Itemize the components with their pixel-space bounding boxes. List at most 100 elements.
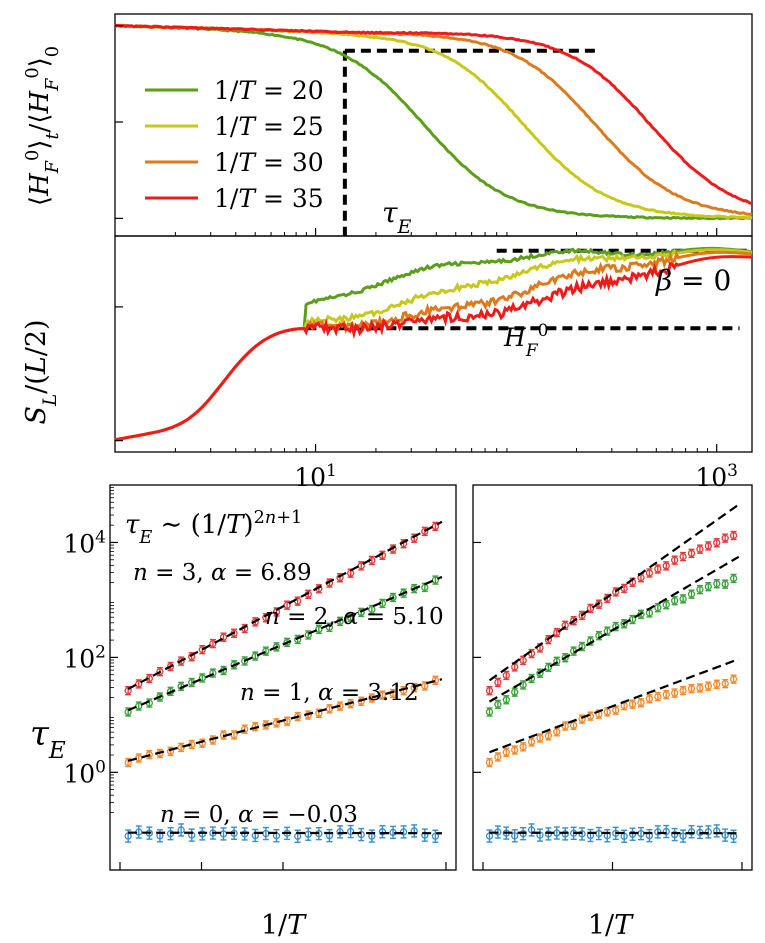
data-point [527, 738, 536, 746]
data-point [485, 687, 494, 695]
series-label-n2: n = 2, α = 5.10 [265, 604, 444, 630]
data-point [671, 689, 679, 697]
data-point [671, 556, 679, 564]
legend-label: 1/T = 25 [214, 112, 324, 141]
data-point [135, 680, 143, 688]
data-point [662, 691, 670, 699]
fit-line-n3 [488, 503, 740, 682]
data-point [241, 725, 249, 733]
data-point [304, 631, 312, 639]
x-tick-label: 103 [695, 461, 738, 492]
data-point [166, 662, 175, 671]
data-point [603, 627, 611, 635]
data-point [704, 542, 712, 550]
data-point [378, 828, 387, 836]
data-point [156, 667, 164, 676]
data-point [421, 527, 429, 536]
fit-line-n2 [127, 575, 443, 712]
data-point [704, 583, 712, 591]
data-point [570, 721, 578, 730]
fit-line-n1 [489, 658, 740, 754]
y-tick-label: 102 [63, 642, 106, 673]
y-tick-label: 100 [63, 757, 106, 788]
data-point [721, 534, 729, 542]
legend-label: 1/T = 30 [214, 148, 324, 177]
data-point [671, 597, 679, 605]
data-point [368, 605, 376, 614]
data-point [124, 758, 132, 767]
data-point [346, 827, 355, 836]
legend-label: 1/T = 20 [214, 76, 324, 105]
panel-a: 1/T = 20 1/T = 25 1/T = 30 1/T = 35 τE ⟨HF0⟩t… [23, 13, 753, 238]
fit-line-n3 [127, 520, 443, 690]
data-point [166, 747, 175, 755]
data-point [494, 700, 502, 709]
data-point [177, 743, 185, 752]
data-point [704, 682, 712, 690]
data-point [612, 588, 620, 596]
data-point [687, 684, 696, 693]
data-point [645, 569, 654, 577]
data-point [389, 593, 397, 602]
data-point [544, 635, 553, 644]
data-point [696, 684, 704, 692]
formula-label: τE ∼ (1/T)2n+1 [125, 508, 302, 548]
data-point [696, 545, 704, 553]
data-point [612, 622, 620, 631]
data-point [209, 639, 217, 648]
data-point [561, 621, 569, 629]
data-point [713, 580, 721, 588]
saturation-label: β = 0 [655, 264, 731, 297]
data-point [336, 574, 344, 582]
data-point [511, 688, 519, 696]
data-point [188, 653, 196, 661]
data-point [654, 604, 662, 612]
panel-c: 100 102 104 1/T τE τE ∼ (1/T)2n+1 n = 0, α = −… [30, 484, 457, 941]
data-point [687, 590, 696, 598]
data-point [628, 700, 637, 708]
data-point [671, 830, 679, 839]
data-point [553, 728, 561, 736]
fit-line-n0 [128, 831, 442, 835]
series-label-n1: n = 1, α = 3.12 [240, 680, 419, 706]
data-point [544, 732, 553, 740]
data-point [544, 663, 553, 672]
series-line-35 [114, 23, 752, 205]
data-point [662, 601, 670, 609]
data-point [262, 647, 270, 655]
data-point [578, 611, 586, 620]
data-point [368, 694, 376, 702]
data-point [687, 549, 696, 558]
data-point [511, 746, 519, 754]
data-point [421, 682, 429, 690]
data-point [696, 585, 704, 594]
panel-a-frame [114, 13, 753, 237]
data-point [410, 684, 418, 692]
data-point [502, 748, 510, 756]
series-line-30 [114, 23, 753, 217]
data-point [662, 827, 670, 836]
data-point [536, 669, 544, 677]
data-point [654, 828, 662, 836]
data-point [209, 669, 217, 677]
data-point [679, 595, 687, 603]
panel-d-frame [472, 484, 753, 871]
data-point [357, 830, 365, 839]
data-point [494, 753, 502, 761]
data-point [687, 828, 696, 836]
data-point [620, 620, 628, 628]
data-point [511, 663, 519, 671]
data-point [177, 826, 185, 834]
x-tick-label: 101 [294, 461, 337, 492]
data-point [336, 828, 344, 836]
data-point [502, 671, 510, 679]
data-point [553, 657, 561, 665]
panel-b-frame [114, 235, 753, 453]
series-label-n3: n = 3, α = 6.89 [133, 560, 312, 586]
data-point [519, 743, 527, 751]
data-point [536, 734, 544, 742]
data-point [485, 758, 494, 767]
data-point [325, 705, 334, 713]
panel-d: 1/T [472, 484, 753, 941]
